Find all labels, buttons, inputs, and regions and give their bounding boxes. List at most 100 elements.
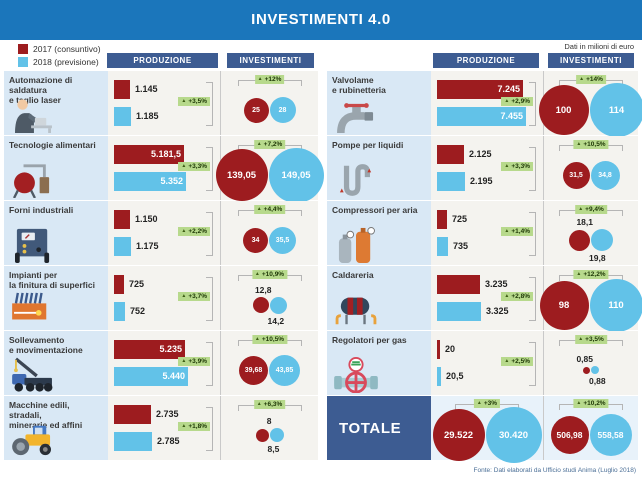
produzione-bar-2017: 5.181,5: [114, 145, 184, 164]
investimenti-circle-2017: 39,68: [239, 355, 268, 385]
sector-row: Impianti per la finitura di superfici 72…: [0, 266, 642, 332]
sector-label-box: Forni industriali: [4, 201, 108, 265]
up-arrow-icon: ▲: [254, 336, 260, 342]
produzione-value-2018: 735: [453, 241, 469, 251]
legend-item-2017: 2017 (consuntivo): [18, 44, 101, 54]
investimenti-delta-value: +7,2%: [263, 141, 283, 148]
produzione-zone: 5.181,5 5.352 ▲ +3,3%: [108, 136, 220, 200]
up-arrow-icon: ▲: [256, 401, 262, 407]
totale-card: TOTALE ▲ +3% 29.522 30.420 ▲ +10,2%: [327, 396, 638, 463]
investimenti-circle-2018: [591, 229, 613, 251]
column-header-produzione-right: PRODUZIONE: [433, 53, 539, 68]
produzione-value-2017: 20: [445, 344, 456, 354]
produzione-delta-badge: ▲ +3,5%: [178, 97, 210, 106]
totale-produzione-circle-2017: 29.522: [432, 409, 485, 461]
totale-label-box: TOTALE: [327, 396, 431, 460]
investimenti-value-2018: 35,5: [275, 236, 290, 244]
sector-label-box: Macchine edili, stradali, minerarie ed a…: [4, 396, 108, 460]
header-bar: INVESTIMENTI 4.0: [0, 0, 642, 40]
sector-card: Macchine edili, stradali, minerarie ed a…: [4, 396, 318, 460]
investimenti-circle-2018: 35,5: [269, 226, 296, 254]
investimenti-zone: ▲ +4,4% 34 35,5: [221, 201, 318, 265]
investimenti-delta-badge: ▲ +14%: [576, 75, 606, 84]
investimenti-circles: [544, 215, 638, 265]
investimenti-circle-2017: 100: [538, 85, 589, 135]
investimenti-value-2018: 43,85: [275, 366, 294, 374]
produzione-delta-bracket: [206, 147, 213, 191]
produzione-value-2018: 1.175: [136, 241, 159, 251]
produzione-bar-2018: [114, 237, 131, 256]
investimenti-zone: ▲ +10,9% 12,8 14,2: [221, 266, 318, 330]
investimenti-zone: ▲ +10,5% 31,5 34,8: [544, 136, 638, 200]
zone-divider: [220, 201, 221, 265]
produzione-value-2018: 5.352: [160, 176, 183, 186]
up-arrow-icon: ▲: [504, 358, 510, 364]
produzione-bar-2017: [114, 80, 130, 99]
investimenti-zone: ▲ +9,4% 18,1 19,8: [544, 201, 638, 265]
produzione-zone: 2.125 2.195 ▲ +3,3%: [431, 136, 543, 200]
investimenti-zone: ▲ +7,2% 139,05 149,05: [215, 136, 324, 203]
produzione-bar-2017: [437, 210, 447, 229]
investimenti-circles: 39,68 43,85: [221, 345, 318, 395]
produzione-bar-2017: 7.245: [437, 80, 523, 99]
produzione-bar-2017: [437, 340, 440, 359]
sector-grid: Automazione di saldatura e taglio laser …: [0, 71, 642, 463]
up-arrow-icon: ▲: [578, 206, 584, 212]
produzione-zone: 725 735 ▲ +1,4%: [431, 201, 543, 265]
produzione-delta-bracket: [206, 82, 213, 126]
up-arrow-icon: ▲: [181, 98, 187, 104]
investimenti-circle-2017: 31,5: [562, 161, 590, 189]
sector-card: Pompe per liquidi 2.125 2.195 ▲ +3,3% ▲ …: [327, 136, 638, 200]
food-tech-icon: [10, 162, 56, 198]
produzione-value-2017: 5.181,5: [150, 149, 181, 159]
zone-divider: [543, 331, 544, 395]
produzione-bar-2018: [437, 237, 448, 256]
up-arrow-icon: ▲: [504, 98, 510, 104]
up-arrow-icon: ▲: [256, 206, 262, 212]
up-arrow-icon: ▲: [578, 336, 584, 342]
investimenti-value-2017: 12,8: [254, 284, 272, 295]
produzione-value-2018: 7.455: [500, 111, 523, 121]
investimenti-circle-2017: [252, 297, 269, 313]
industrial-oven-icon: [10, 227, 56, 263]
investimenti-zone: ▲ +14% 100 114: [538, 71, 642, 137]
sector-row: Forni industriali 1.150 1.175 ▲ +2,2% ▲ …: [0, 201, 642, 265]
up-arrow-icon: ▲: [576, 271, 582, 277]
sector-name: Sollevamento e movimentazione: [9, 335, 83, 356]
produzione-value-2017: 5.235: [159, 344, 182, 354]
investimenti-value-2018: 114: [608, 104, 625, 116]
totale-investimenti-delta: +10,2%: [583, 400, 606, 407]
up-arrow-icon: ▲: [576, 141, 582, 147]
produzione-value-2018: 1.185: [136, 111, 159, 121]
investimenti-value-2018: 8,5: [267, 444, 280, 454]
produzione-delta-value: +2,9%: [511, 98, 530, 105]
up-arrow-icon: ▲: [181, 293, 187, 299]
investimenti-circle-2017: 139,05: [215, 149, 268, 201]
sector-name: Macchine edili, stradali, minerarie ed a…: [9, 400, 83, 431]
produzione-delta-value: +2,8%: [511, 293, 530, 300]
source-note: Fonte: Dati elaborati da Ufficio studi A…: [473, 467, 636, 474]
investimenti-value-2017: 18,1: [576, 217, 593, 227]
totale-investimenti-circle-2017: 506,98: [550, 416, 589, 454]
investimenti-delta-value: +12,2%: [583, 271, 606, 278]
zone-divider: [543, 136, 544, 200]
up-arrow-icon: ▲: [181, 163, 187, 169]
investimenti-zone: ▲ +3,5% 0,85 0,88: [544, 331, 638, 395]
produzione-bar-2018: 7.455: [437, 107, 526, 126]
zone-divider: [220, 71, 221, 135]
produzione-bar-2017: [114, 405, 151, 424]
produzione-bar-2018: 5.352: [114, 172, 186, 191]
investimenti-delta-value: +10,9%: [261, 271, 285, 278]
produzione-bar-2017: 5.235: [114, 340, 185, 359]
investimenti-circle-2018: [269, 296, 287, 314]
produzione-bar-2018: 5.440: [114, 367, 188, 386]
sector-name: Compressori per aria: [332, 205, 418, 215]
investimenti-circle-2018: 28: [269, 97, 296, 123]
legend-label-2018: 2018 (previsione): [33, 57, 99, 67]
up-arrow-icon: ▲: [576, 400, 582, 406]
boiler-icon: [333, 292, 379, 328]
produzione-value-2018: 5.440: [162, 371, 185, 381]
sector-card: Forni industriali 1.150 1.175 ▲ +2,2% ▲ …: [4, 201, 318, 265]
produzione-delta-badge: ▲ +3,3%: [501, 162, 533, 171]
